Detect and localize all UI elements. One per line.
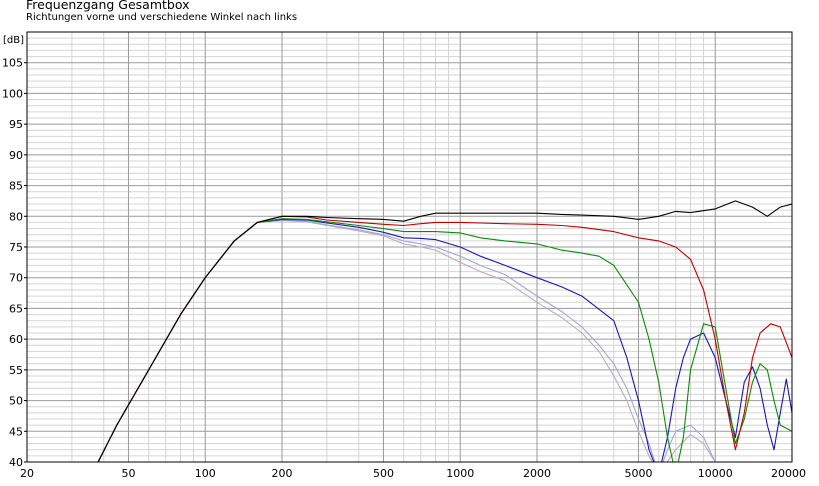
x-tick-label: 10000 xyxy=(698,467,733,480)
chart-title: Frequenzgang Gesamtbox xyxy=(26,0,190,12)
x-axis-ticks: 20 50 100 200 500 1000 2000 5000 10000 20000 xyxy=(20,467,806,480)
y-tick-label: 80 xyxy=(9,210,23,223)
y-tick-label: 75 xyxy=(9,241,23,254)
x-tick-label: 20 xyxy=(20,467,34,480)
y-tick-label: 55 xyxy=(9,364,23,377)
y-tick-label: 70 xyxy=(9,272,23,285)
chart-subtitle: Richtungen vorne und verschiedene Winkel… xyxy=(26,12,298,23)
x-tick-label: 5000 xyxy=(624,467,652,480)
series-line-1 xyxy=(27,200,792,462)
x-tick-label: 20000 xyxy=(771,467,806,480)
y-tick-label: 105 xyxy=(2,57,23,70)
series-layer xyxy=(27,200,792,462)
y-tick-label: 100 xyxy=(2,87,23,100)
x-tick-label: 2000 xyxy=(523,467,551,480)
y-tick-label: 95 xyxy=(9,118,23,131)
x-tick-label: 100 xyxy=(195,467,216,480)
x-tick-label: 200 xyxy=(272,467,293,480)
y-tick-label: 45 xyxy=(9,425,23,438)
y-axis-label: [dB] xyxy=(3,35,24,46)
x-tick-label: 1000 xyxy=(446,467,474,480)
y-tick-label: 90 xyxy=(9,149,23,162)
x-tick-label: 500 xyxy=(373,467,394,480)
y-tick-label: 50 xyxy=(9,395,23,408)
grid-major xyxy=(27,32,792,462)
y-tick-label: 65 xyxy=(9,302,23,315)
y-tick-label: 40 xyxy=(9,456,23,469)
y-tick-label: 60 xyxy=(9,333,23,346)
y-tick-label: 85 xyxy=(9,180,23,193)
x-tick-label: 50 xyxy=(121,467,135,480)
y-axis-ticks: 40 45 50 55 60 65 70 75 80 85 90 95 100 105 xyxy=(2,57,27,469)
